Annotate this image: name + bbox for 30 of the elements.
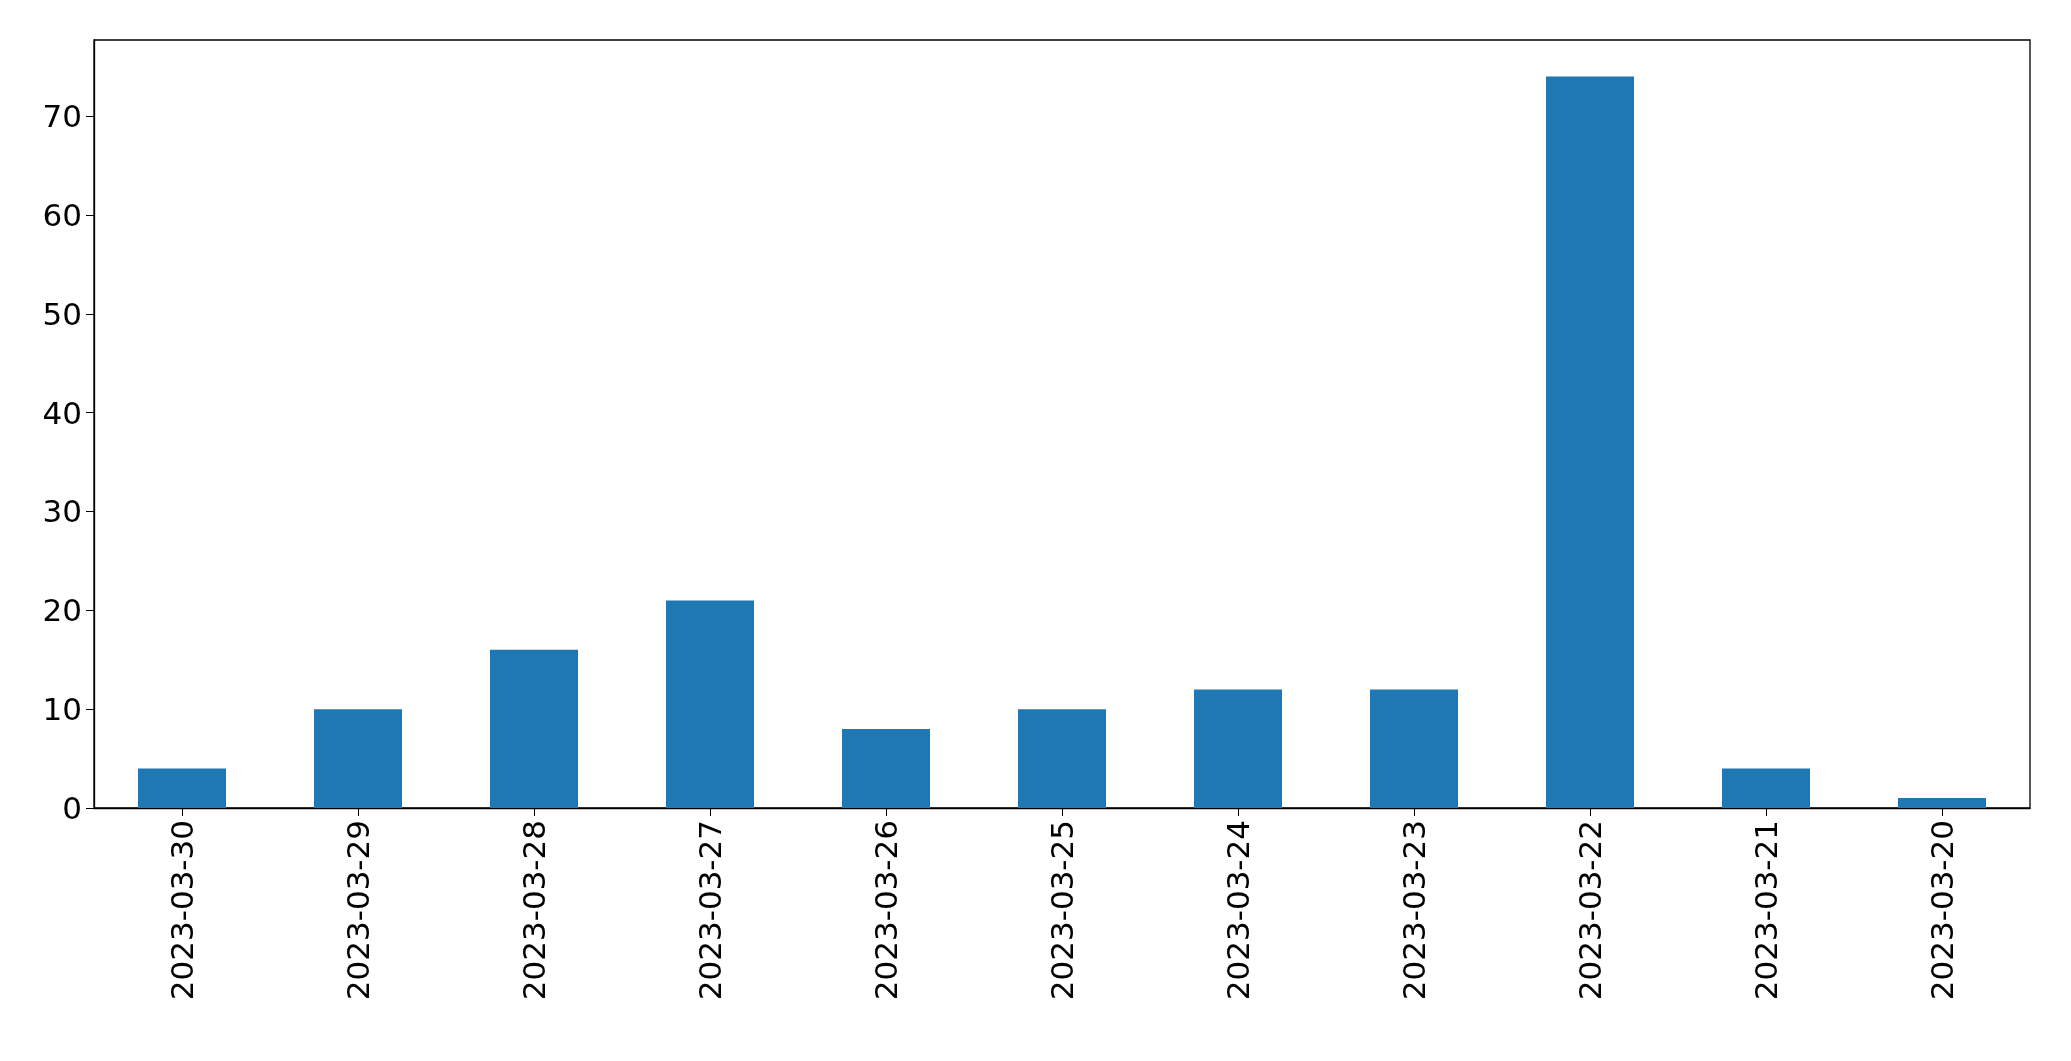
bar — [842, 728, 930, 808]
y-tick-label: 20 — [42, 592, 82, 629]
x-tick-label: 2023-03-21 — [1748, 820, 1784, 1001]
x-tick-label: 2023-03-20 — [1924, 820, 1960, 1001]
bar — [138, 768, 226, 808]
bar — [1194, 689, 1282, 808]
y-tick-label: 10 — [42, 691, 82, 728]
x-tick-label: 2023-03-28 — [516, 820, 552, 1001]
bar — [666, 600, 754, 808]
bar — [1546, 76, 1634, 808]
bar — [490, 649, 578, 808]
bar — [1370, 689, 1458, 808]
x-tick-label: 2023-03-26 — [868, 820, 904, 1001]
bar — [1898, 798, 1986, 808]
y-tick-label: 40 — [42, 394, 82, 431]
y-tick-label: 30 — [42, 493, 82, 530]
y-tick-label: 0 — [62, 790, 82, 826]
y-tick-label: 70 — [42, 98, 82, 135]
bar — [314, 709, 402, 808]
x-tick-label: 2023-03-29 — [340, 820, 376, 1001]
x-tick-label: 2023-03-23 — [1396, 820, 1432, 1001]
x-tick-label: 2023-03-22 — [1572, 820, 1608, 1001]
bar — [1722, 768, 1810, 808]
x-tick-label: 2023-03-24 — [1220, 820, 1256, 1001]
y-tick-label: 50 — [42, 295, 82, 332]
x-tick-label: 2023-03-27 — [692, 820, 728, 1001]
y-tick-label: 60 — [42, 196, 82, 233]
x-tick-label: 2023-03-30 — [164, 820, 200, 1001]
bar — [1018, 709, 1106, 808]
x-tick-label: 2023-03-25 — [1044, 820, 1080, 1001]
